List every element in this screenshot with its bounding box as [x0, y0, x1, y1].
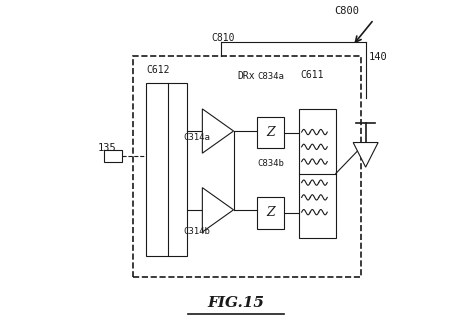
Bar — [146, 83, 187, 256]
Text: C314a: C314a — [184, 133, 211, 142]
Text: C800: C800 — [335, 6, 360, 16]
Text: 140: 140 — [369, 52, 388, 62]
Text: FIG.15: FIG.15 — [208, 296, 264, 310]
Bar — [257, 197, 284, 228]
Text: Z: Z — [267, 207, 275, 219]
Bar — [133, 56, 361, 277]
Text: C810: C810 — [211, 33, 235, 43]
Text: C612: C612 — [147, 65, 170, 75]
Text: DRx: DRx — [237, 71, 255, 81]
Polygon shape — [353, 143, 378, 167]
Text: C834b: C834b — [258, 159, 285, 168]
Text: C834a: C834a — [258, 72, 285, 81]
Text: C314b: C314b — [184, 227, 211, 236]
Text: Z: Z — [267, 126, 275, 139]
Text: 135: 135 — [98, 143, 116, 153]
Bar — [299, 109, 336, 238]
Polygon shape — [202, 109, 234, 153]
Text: C611: C611 — [300, 70, 323, 79]
Bar — [257, 117, 284, 148]
Polygon shape — [202, 188, 234, 232]
Bar — [104, 150, 122, 162]
